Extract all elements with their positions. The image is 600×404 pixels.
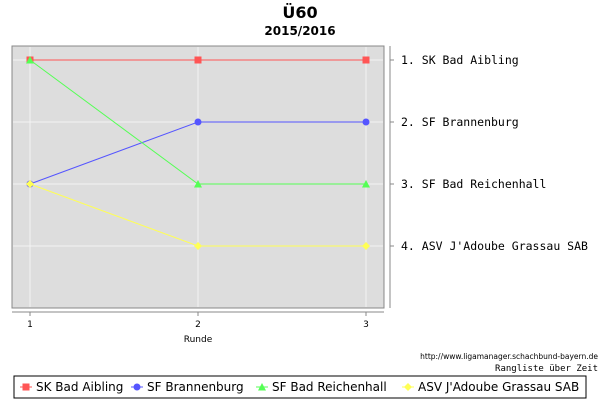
series-3-point-2 — [362, 242, 370, 250]
legend-label-3: ASV J'Adoube Grassau SAB — [418, 380, 579, 394]
x-tick-label-2: 3 — [363, 320, 369, 330]
x-tick-label-1: 2 — [195, 320, 201, 330]
source-url: http://www.ligamanager.schachbund-bayern… — [420, 352, 598, 361]
legend-marker-2 — [258, 383, 266, 391]
series-2-point-2 — [362, 180, 370, 188]
series-0-point-2 — [362, 56, 370, 64]
caption: Rangliste über Zeit — [495, 364, 598, 374]
chart-title: Ü60 — [282, 3, 317, 22]
series-1-point-2 — [362, 118, 370, 126]
series-3 — [26, 180, 370, 250]
series-2-point-1 — [194, 180, 202, 188]
legend-box — [13, 375, 587, 399]
legend-label-1: SF Brannenburg — [147, 380, 244, 394]
legend-marker-3 — [404, 383, 412, 391]
series-2 — [26, 56, 370, 188]
right-tick-label-2: 3. SF Bad Reichenhall — [401, 177, 546, 191]
legend-marker-0 — [22, 383, 30, 391]
legend-label-0: SK Bad Aibling — [36, 380, 123, 394]
x-tick-label-0: 1 — [27, 320, 33, 330]
legend-label-2: SF Bad Reichenhall — [272, 380, 387, 394]
right-tick-label-1: 2. SF Brannenburg — [401, 115, 519, 129]
series-2-point-0 — [26, 56, 34, 64]
series-layer — [26, 56, 370, 250]
right-tick-label-3: 4. ASV J'Adoube Grassau SAB — [401, 239, 588, 253]
legend: SK Bad Aibling SF Brannenburg SF Bad Reich… — [20, 380, 579, 394]
series-0-point-1 — [194, 56, 202, 64]
x-axis: 1 2 3 — [12, 311, 384, 330]
series-3-point-0 — [26, 180, 34, 188]
right-tick-label-0: 1. SK Bad Aibling — [401, 53, 519, 67]
right-rank-axis: 1. SK Bad Aibling 2. SF Brannenburg 3. SF … — [389, 46, 588, 308]
x-axis-label: Runde — [184, 335, 213, 345]
series-3-point-1 — [194, 242, 202, 250]
chart-subtitle: 2015/2016 — [264, 24, 335, 38]
legend-marker-1 — [133, 383, 141, 391]
series-1-point-1 — [194, 118, 202, 126]
